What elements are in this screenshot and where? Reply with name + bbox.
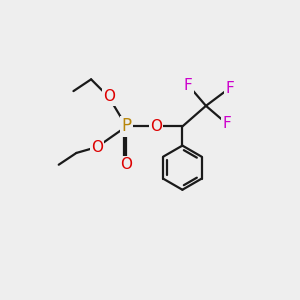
Text: O: O <box>150 119 162 134</box>
Text: F: F <box>184 78 193 93</box>
Text: O: O <box>91 140 103 154</box>
Text: O: O <box>103 89 115 104</box>
Text: P: P <box>122 117 131 135</box>
Text: F: F <box>225 81 234 96</box>
Text: F: F <box>222 116 231 131</box>
Text: O: O <box>120 157 132 172</box>
